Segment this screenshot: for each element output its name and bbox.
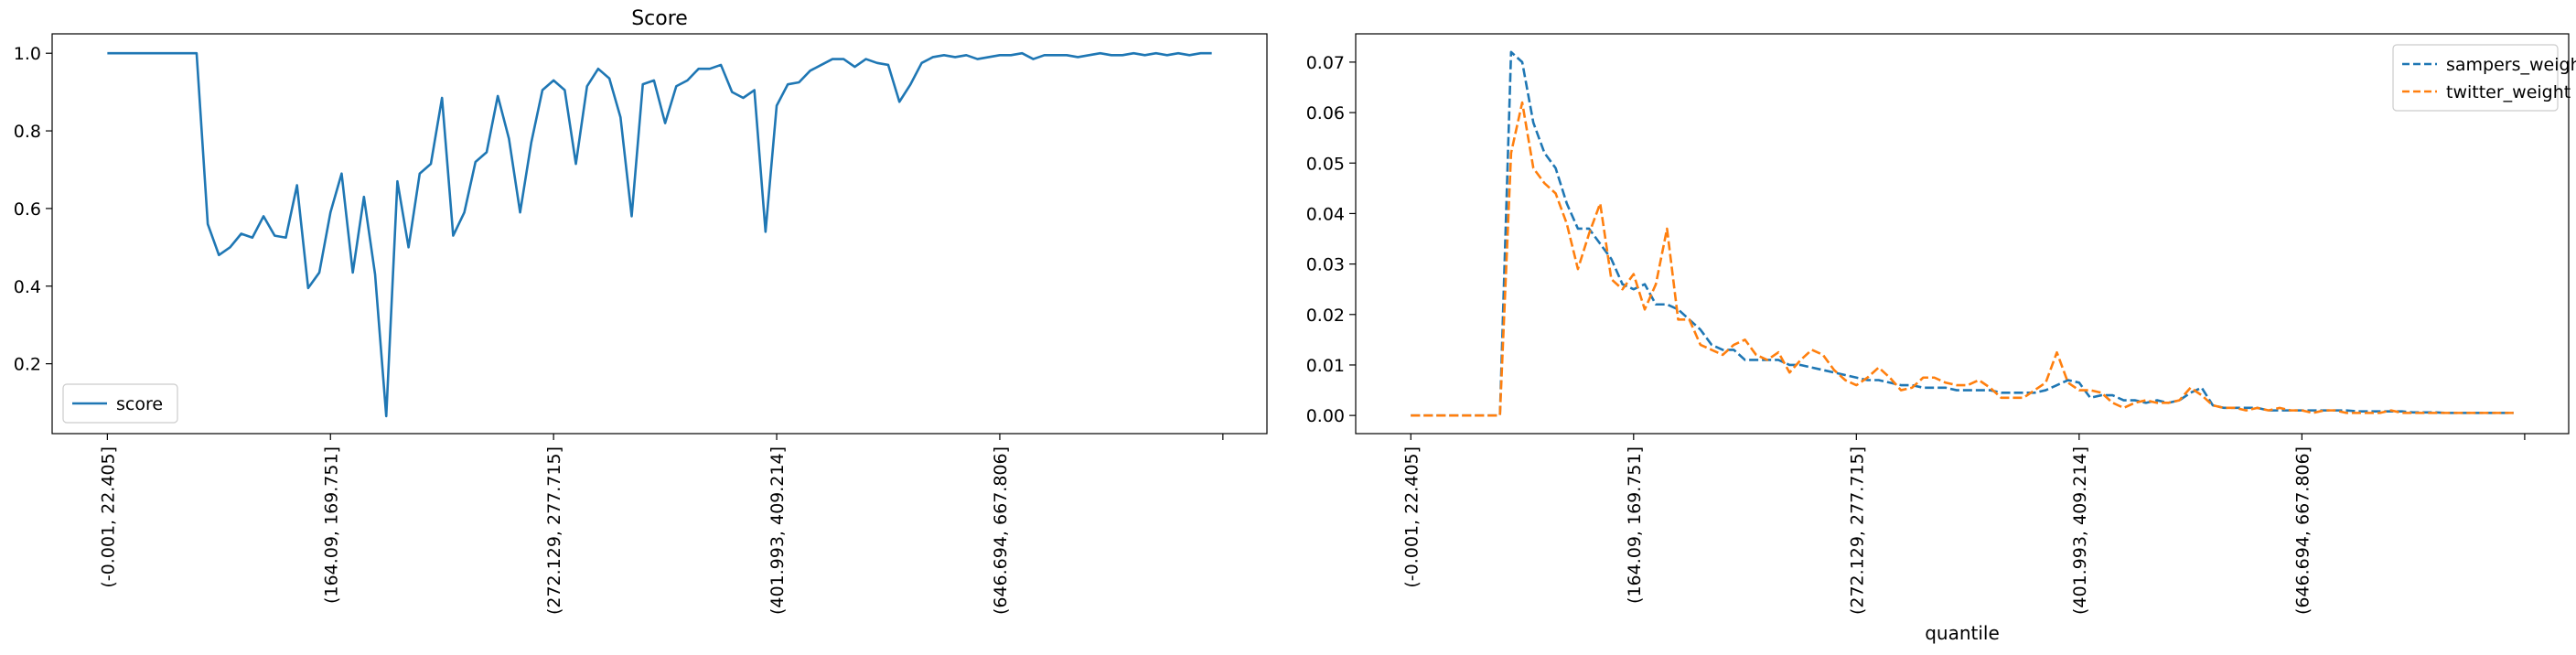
y-tick-label: 0.00 — [1306, 406, 1345, 426]
series-line-score — [107, 51, 1212, 418]
x-tick-label: (-0.001, 22.405] — [98, 446, 118, 588]
y-tick-label: 0.2 — [14, 355, 41, 375]
y-tick-label: 1.0 — [14, 44, 41, 64]
x-tick-label: (401.993, 409.214] — [767, 446, 788, 615]
legend: score — [62, 383, 178, 424]
score-panel: Score 0.2 0.4 0.6 0.8 1.0 (-0.001, 22.405] (164… — [14, 7, 1268, 615]
x-tick-label: (-0.001, 22.405] — [1401, 446, 1422, 588]
y-tick-label: 0.6 — [14, 199, 41, 220]
y-tick-label: 0.8 — [14, 122, 41, 142]
y-tick-label: 0.03 — [1306, 255, 1345, 275]
legend: sampers_weight twitter_weight — [2392, 44, 2576, 112]
x-tick-label: (646.694, 667.806] — [991, 446, 1011, 615]
y-tick-label: 0.4 — [14, 277, 41, 297]
plot-frame — [51, 33, 1268, 435]
x-axis-label: quantile — [1925, 622, 2000, 644]
x-tick-label: (164.09, 169.751] — [321, 446, 341, 604]
y-tick-label: 0.07 — [1306, 53, 1345, 73]
plot-frame — [1355, 33, 2570, 435]
x-tick-label: (164.09, 169.751] — [1625, 446, 1645, 604]
series-line-twitter-weight — [1411, 101, 2514, 417]
y-tick-label: 0.01 — [1306, 356, 1345, 376]
y-tick-label: 0.04 — [1306, 204, 1345, 224]
chart-title: Score — [631, 7, 688, 30]
legend-box — [2392, 44, 2559, 112]
x-tick-label: (272.129, 277.715] — [1847, 446, 1867, 615]
legend-label-twitter-weight: twitter_weight — [2446, 82, 2571, 102]
y-tick-label: 0.06 — [1306, 103, 1345, 123]
x-tick-label: (401.993, 409.214] — [2070, 446, 2090, 615]
x-tick-label: (646.694, 667.806] — [2292, 446, 2313, 615]
legend-box — [62, 383, 178, 424]
legend-label-score: score — [116, 394, 163, 414]
x-tick-label: (272.129, 277.715] — [544, 446, 564, 615]
y-tick-label: 0.05 — [1306, 154, 1345, 174]
y-tick-label: 0.02 — [1306, 306, 1345, 326]
weights-panel: 0.00 0.01 0.02 0.03 0.04 0.05 0.06 0.07 (-0.001,… — [1306, 33, 2576, 644]
legend-label-sampers-weight: sampers_weight — [2446, 55, 2576, 75]
